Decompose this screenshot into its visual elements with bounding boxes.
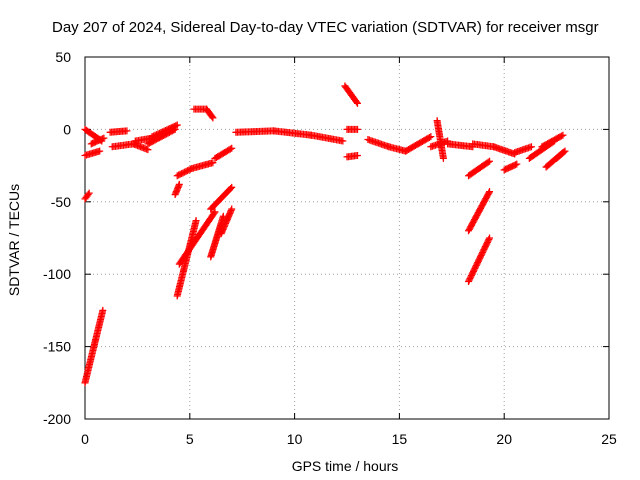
plot-frame (84, 56, 610, 420)
data-points (81, 82, 569, 387)
data-point (559, 131, 567, 139)
data-track (553, 147, 569, 162)
data-point (484, 158, 492, 166)
y-tick-label: -50 (51, 194, 71, 210)
data-point (560, 148, 568, 156)
data-track (343, 125, 361, 133)
data-point (173, 121, 181, 129)
data-point (85, 189, 93, 197)
data-track (232, 127, 278, 136)
data-track (188, 159, 217, 172)
data-point (227, 184, 235, 192)
data-track (341, 82, 361, 107)
data-track (444, 140, 477, 151)
y-tick-label: 0 (63, 121, 71, 137)
data-point (209, 159, 217, 167)
data-track (364, 136, 393, 151)
data-point (84, 191, 92, 199)
data-point (353, 98, 361, 106)
data-point (427, 133, 435, 141)
data-track (211, 144, 236, 162)
data-point (557, 132, 565, 140)
y-axis-title: SDTVAR / TECUs (6, 184, 22, 296)
data-point (209, 114, 217, 122)
data-track (465, 234, 494, 285)
data-point (210, 209, 218, 217)
data-point (561, 147, 569, 155)
data-track (171, 180, 183, 199)
data-track (148, 121, 181, 141)
data-track (385, 143, 410, 155)
data-track (538, 131, 567, 151)
data-point (175, 180, 183, 188)
data-track (81, 306, 107, 387)
data-track (81, 189, 93, 203)
data-track (525, 137, 559, 162)
data-track (81, 147, 104, 159)
x-tick-label: 25 (601, 431, 617, 447)
data-track (500, 160, 521, 174)
data-track (106, 127, 131, 136)
data-track (87, 134, 108, 148)
data-track (469, 140, 498, 151)
data-point (486, 234, 494, 242)
x-tick-label: 5 (186, 431, 194, 447)
data-point (228, 183, 236, 191)
data-point (353, 99, 361, 107)
data-track (129, 140, 152, 154)
x-tick-label: 10 (287, 431, 303, 447)
data-track (465, 188, 494, 235)
chart-title: Day 207 of 2024, Sidereal Day-to-day VTE… (52, 19, 599, 36)
data-track (402, 133, 435, 155)
data-point (228, 144, 236, 152)
data-point (123, 127, 131, 135)
data-point (211, 208, 219, 216)
data-point (353, 125, 361, 133)
x-tick-label: 0 (81, 431, 89, 447)
y-tick-label: -100 (43, 266, 71, 282)
y-tick-label: -200 (43, 411, 71, 427)
data-track (270, 127, 315, 139)
data-point (226, 145, 234, 153)
data-track (343, 151, 361, 161)
data-track (307, 131, 347, 145)
data-track (207, 183, 236, 213)
axis-ticks: 0 5 10 15 20 25 -200 -150 -100 -50 0 50 (43, 49, 617, 447)
data-point (425, 133, 433, 141)
data-point (353, 151, 361, 159)
data-point (99, 306, 107, 314)
data-point (172, 122, 180, 130)
x-axis-title: GPS time / hours (292, 458, 399, 474)
data-point (208, 113, 216, 121)
x-tick-label: 20 (496, 431, 512, 447)
y-tick-label: -150 (43, 339, 71, 355)
data-point (439, 154, 447, 162)
data-point (192, 217, 200, 225)
data-track (511, 143, 535, 157)
data-track (173, 217, 200, 300)
data-point (228, 205, 236, 213)
data-point (513, 160, 521, 168)
data-track (108, 140, 137, 151)
data-point (96, 147, 104, 155)
grid (85, 57, 609, 419)
data-point (486, 188, 494, 196)
data-point (485, 189, 493, 197)
data-point (485, 235, 493, 243)
data-point (486, 157, 494, 165)
data-track (203, 105, 217, 122)
data-track (465, 157, 494, 180)
data-track (433, 117, 447, 162)
x-tick-label: 15 (392, 431, 408, 447)
data-track (175, 208, 219, 268)
y-tick-label: 50 (55, 49, 71, 65)
data-point (527, 143, 535, 151)
data-point (100, 134, 108, 142)
data-point (339, 137, 347, 145)
data-track (217, 205, 236, 238)
